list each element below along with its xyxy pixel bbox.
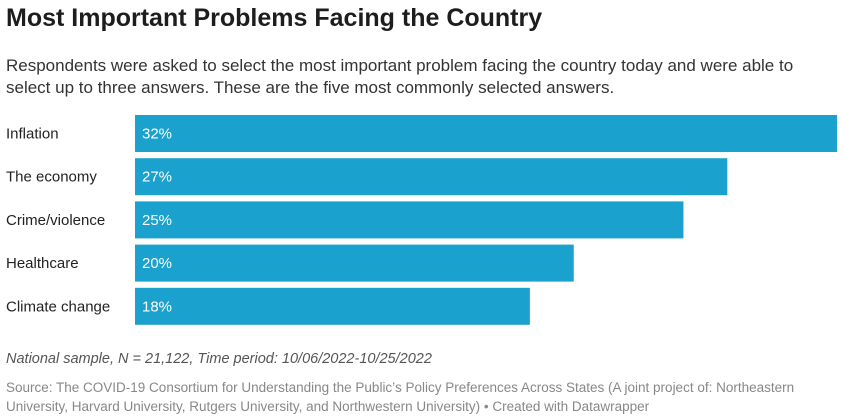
bar xyxy=(135,244,574,282)
chart-source: Source: The COVID-19 Consortium for Unde… xyxy=(6,380,795,414)
category-label: Inflation xyxy=(6,126,59,143)
category-label: Climate change xyxy=(6,298,110,315)
chart-notes: National sample, N = 21,122, Time period… xyxy=(6,351,432,367)
chart-description: Respondents were asked to select the mos… xyxy=(6,56,794,97)
value-label: 25% xyxy=(142,212,172,229)
value-label: 27% xyxy=(142,169,172,186)
bar-chart: Inflation 32% The economy 27% Crime/violence… xyxy=(6,115,837,325)
bar xyxy=(135,287,530,325)
category-label: The economy xyxy=(6,169,97,186)
chart-title: Most Important Problems Facing the Count… xyxy=(6,4,543,32)
value-label: 18% xyxy=(142,298,172,315)
bar xyxy=(135,201,684,239)
value-label: 20% xyxy=(142,255,172,272)
category-label: Crime/violence xyxy=(6,212,105,229)
bar xyxy=(135,158,728,196)
value-label: 32% xyxy=(142,126,172,143)
bar xyxy=(135,115,837,152)
category-label: Healthcare xyxy=(6,255,79,272)
